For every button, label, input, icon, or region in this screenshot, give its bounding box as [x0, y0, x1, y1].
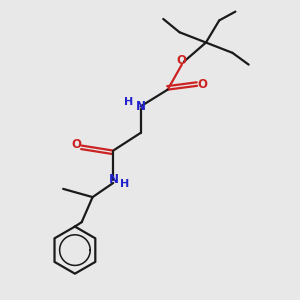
Text: O: O — [176, 54, 187, 67]
Text: H: H — [120, 179, 130, 190]
Text: N: N — [136, 100, 146, 112]
Text: O: O — [197, 78, 207, 92]
Text: N: N — [109, 173, 119, 186]
Text: O: O — [71, 138, 81, 151]
Text: H: H — [124, 97, 134, 107]
